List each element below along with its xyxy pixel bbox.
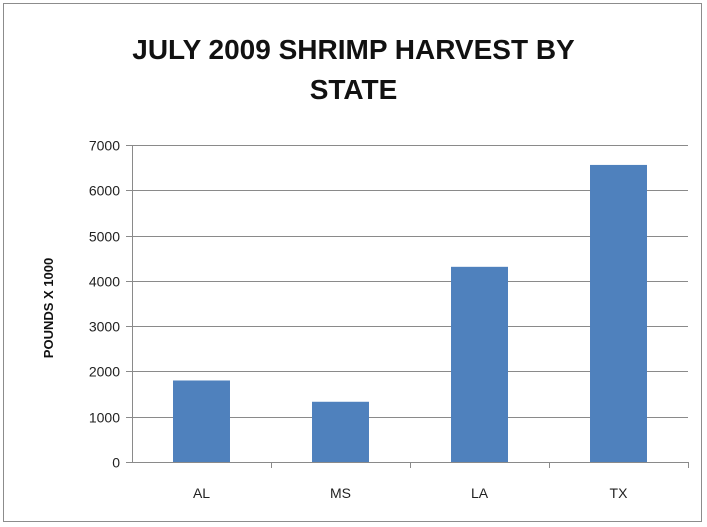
- y-tick-label: 7000: [89, 138, 120, 154]
- x-tick-label: AL: [193, 485, 210, 501]
- y-tick-label: 3000: [89, 319, 120, 335]
- chart-title-text: JULY 2009 SHRIMP HARVEST BY STATE: [132, 34, 575, 105]
- y-axis-label: POUNDS X 1000: [41, 258, 56, 358]
- bar-al: [173, 380, 230, 462]
- bar-la: [451, 266, 508, 462]
- y-tick-label: 1000: [89, 410, 120, 426]
- bars: [173, 164, 647, 462]
- axes: [126, 145, 689, 468]
- bar-ms: [312, 401, 369, 462]
- y-tick-labels: 0 1000 2000 3000 4000 5000 6000 7000: [89, 138, 120, 471]
- x-tick-label: MS: [330, 485, 351, 501]
- y-tick-label: 2000: [89, 364, 120, 380]
- y-tick-label: 4000: [89, 274, 120, 290]
- y-tick-label: 5000: [89, 229, 120, 245]
- y-tick-label: 6000: [89, 183, 120, 199]
- y-tick-label: 0: [112, 455, 120, 471]
- x-tick-labels: AL MS LA TX: [193, 485, 628, 501]
- x-tick-label: LA: [471, 485, 489, 501]
- chart-title: JULY 2009 SHRIMP HARVEST BY STATE: [0, 30, 707, 110]
- x-tick-label: TX: [610, 485, 629, 501]
- bar-tx: [590, 164, 647, 462]
